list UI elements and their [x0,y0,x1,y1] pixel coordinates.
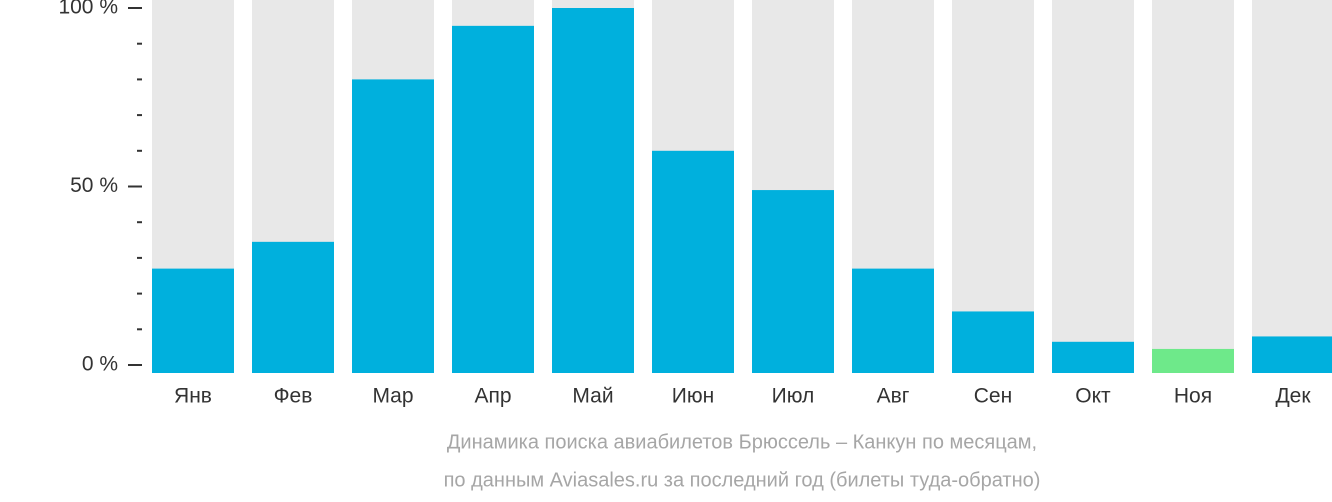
caption-line: по данным Aviasales.ru за последний год … [444,469,1041,491]
bar-track [1152,0,1234,373]
bar [652,150,734,373]
bar [1252,336,1332,373]
x-tick-label: Май [572,385,613,408]
x-tick-label: Июн [672,385,714,408]
x-tick-label: Фев [274,385,313,408]
x-tick-label: Мар [372,385,413,408]
bar [452,25,534,373]
bar [852,268,934,373]
bar [552,8,634,373]
bar [252,241,334,373]
x-tick-label: Янв [174,385,212,408]
x-tick-label: Авг [877,385,910,408]
bar [1052,341,1134,373]
caption-line: Динамика поиска авиабилетов Брюссель – К… [447,431,1037,453]
bar-track [1052,0,1134,373]
y-tick-label: 50 % [70,174,118,197]
x-tick-label: Окт [1075,385,1111,408]
bar [152,268,234,373]
x-tick-label: Июл [772,385,815,408]
bar [952,311,1034,373]
x-tick-label: Сен [974,385,1012,408]
bar-track [1252,0,1332,373]
bar [352,79,434,374]
bar-track [952,0,1034,373]
bar [752,190,834,373]
y-tick-label: 100 % [58,0,118,19]
bar [1152,348,1234,373]
x-tick-label: Апр [474,385,511,408]
x-tick-label: Ноя [1174,385,1212,408]
x-tick-label: Дек [1275,385,1311,408]
y-tick-label: 0 % [82,353,118,376]
